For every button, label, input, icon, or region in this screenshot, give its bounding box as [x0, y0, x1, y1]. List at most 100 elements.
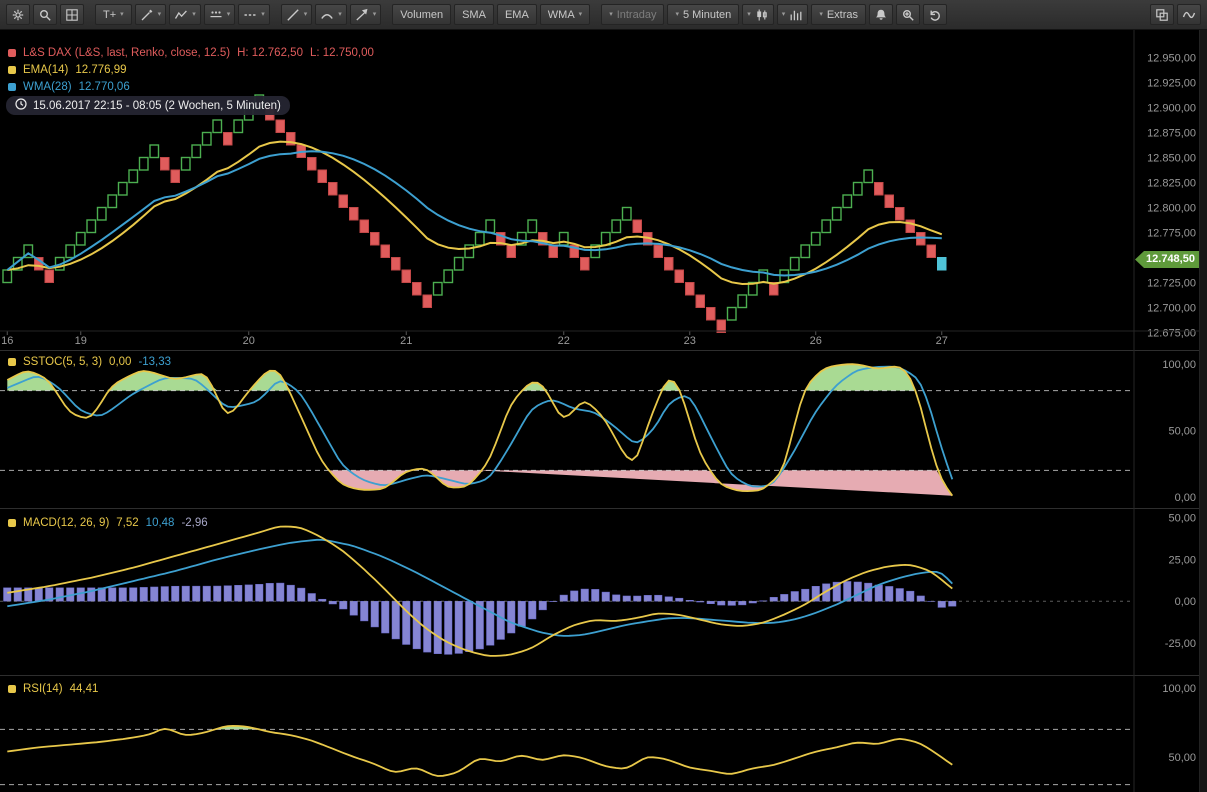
arc-icon	[320, 8, 334, 22]
arc-tool-button[interactable]: ▾	[315, 4, 347, 25]
wave-icon	[1182, 8, 1196, 22]
svg-text:16: 16	[1, 335, 13, 347]
ema-toggle-button[interactable]: EMA	[496, 4, 537, 25]
freehand-tool-button[interactable]: ▾	[134, 4, 167, 25]
toolbar-right-group	[1150, 4, 1201, 25]
chevron-down-icon: ▾	[261, 11, 265, 18]
svg-text:26: 26	[810, 335, 822, 347]
chevron-down-icon: ▾	[120, 11, 124, 18]
sma-toggle-button[interactable]: SMA	[454, 4, 494, 25]
candle-icon	[755, 8, 769, 22]
extras-menu-button[interactable]: ▾ Extras	[811, 4, 867, 25]
chevron-down-icon: ▾	[157, 11, 162, 18]
dashed-line-icon	[243, 8, 257, 22]
toolbar-group-lines: ▾ ▾ ▾	[280, 4, 382, 25]
svg-text:12.675,00: 12.675,00	[1147, 328, 1196, 340]
svg-text:50,00: 50,00	[1168, 512, 1196, 524]
chart-mode-button[interactable]	[1177, 4, 1201, 25]
toolbar: T+ ▾ ▾ ▾ ▾ ▾ ▾ ▾ ▾ Volumen SMA EMA WMA ▾ ▾ Intraday ▾ 5 M…	[0, 0, 1207, 30]
undo-button[interactable]	[923, 4, 948, 25]
chevron-down-icon: ▾	[578, 11, 583, 18]
levels-tool-button[interactable]: ▾	[203, 4, 236, 25]
toolbar-group-main	[6, 4, 84, 25]
button-label: 5 Minuten	[682, 8, 732, 21]
svg-text:-25,00: -25,00	[1165, 638, 1196, 650]
zigzag-icon	[174, 8, 188, 22]
pattern-icon	[789, 8, 803, 22]
line-dots-icon	[209, 8, 223, 22]
pencil-icon	[140, 8, 154, 22]
chevron-down-icon: ▾	[372, 11, 377, 18]
toolbar-group-timeframe: ▾ Intraday ▾ 5 Minuten ▾ ▾ ▾ Extras	[601, 4, 948, 25]
svg-text:100,00: 100,00	[1162, 359, 1196, 371]
button-label: Intraday	[616, 8, 657, 21]
search-icon	[38, 8, 52, 22]
gear-icon	[11, 8, 25, 22]
button-label: WMA	[547, 8, 575, 21]
chevron-down-icon: ▾	[675, 11, 679, 18]
svg-text:23: 23	[684, 335, 696, 347]
indicator-tool-button[interactable]: ▾	[169, 4, 201, 25]
svg-text:19: 19	[75, 335, 87, 347]
zoom-button[interactable]	[896, 4, 921, 25]
toolbar-group-draw: T+ ▾ ▾ ▾ ▾ ▾	[95, 4, 270, 25]
svg-text:50,00: 50,00	[1168, 752, 1196, 764]
svg-text:27: 27	[936, 335, 948, 347]
text-tool-button[interactable]: T+ ▾	[95, 4, 132, 25]
svg-text:12.900,00: 12.900,00	[1147, 103, 1196, 115]
svg-text:12.875,00: 12.875,00	[1147, 128, 1196, 140]
pattern-select-button[interactable]: ▾	[776, 4, 809, 25]
button-label: SMA	[462, 8, 486, 21]
chevron-down-icon: ▾	[192, 11, 196, 18]
svg-text:12.725,00: 12.725,00	[1147, 278, 1196, 290]
scrollbar[interactable]	[1199, 30, 1207, 792]
svg-text:12.850,00: 12.850,00	[1147, 153, 1196, 165]
chevron-down-icon: ▾	[747, 11, 751, 18]
grid-icon	[65, 8, 79, 22]
button-label: T+	[103, 8, 117, 21]
ray-icon	[355, 8, 369, 22]
svg-text:12.775,00: 12.775,00	[1147, 228, 1196, 240]
svg-text:0,00: 0,00	[1175, 492, 1196, 504]
svg-text:20: 20	[243, 335, 255, 347]
compare-icon	[1155, 8, 1169, 22]
last-price-tag: 12.748,50	[1135, 251, 1201, 268]
volume-toggle-button[interactable]: Volumen	[392, 4, 452, 25]
layout-grid-button[interactable]	[60, 4, 84, 25]
search-button[interactable]	[33, 4, 57, 25]
settings-button[interactable]	[6, 4, 30, 25]
svg-text:12.925,00: 12.925,00	[1147, 78, 1196, 90]
compare-view-button[interactable]	[1150, 4, 1174, 25]
zoom-in-icon	[901, 8, 915, 22]
chart-type-select-button[interactable]: ▾	[742, 4, 774, 25]
toolbar-group-studies: Volumen SMA EMA WMA ▾	[392, 4, 591, 25]
svg-text:21: 21	[400, 335, 412, 347]
svg-text:12.825,00: 12.825,00	[1147, 178, 1196, 190]
trend-icon	[286, 8, 300, 22]
button-label: Extras	[826, 8, 859, 21]
chevron-down-icon: ▾	[819, 11, 823, 18]
svg-text:25,00: 25,00	[1168, 554, 1196, 566]
interval-select-button[interactable]: ▾ 5 Minuten	[667, 4, 740, 25]
wma-toggle-button[interactable]: WMA ▾	[539, 4, 591, 25]
chevron-down-icon: ▾	[303, 11, 308, 18]
svg-text:22: 22	[558, 335, 570, 347]
svg-text:0,00: 0,00	[1175, 596, 1196, 608]
chevron-down-icon: ▾	[781, 11, 786, 18]
svg-text:12.950,00: 12.950,00	[1147, 53, 1196, 65]
svg-text:50,00: 50,00	[1168, 426, 1196, 438]
button-label: EMA	[504, 8, 529, 21]
button-label: Volumen	[400, 8, 444, 21]
chevron-down-icon: ▾	[338, 11, 342, 18]
svg-text:12.700,00: 12.700,00	[1147, 303, 1196, 315]
trendline-tool-button[interactable]: ▾	[280, 4, 313, 25]
dashed-line-tool-button[interactable]: ▾	[238, 4, 270, 25]
bell-icon	[874, 8, 888, 22]
alerts-button[interactable]	[869, 4, 894, 25]
arrow-tool-button[interactable]: ▾	[349, 4, 382, 25]
chevron-down-icon: ▾	[226, 11, 231, 18]
chevron-down-icon: ▾	[609, 11, 613, 18]
intraday-select-button[interactable]: ▾ Intraday	[601, 4, 665, 25]
